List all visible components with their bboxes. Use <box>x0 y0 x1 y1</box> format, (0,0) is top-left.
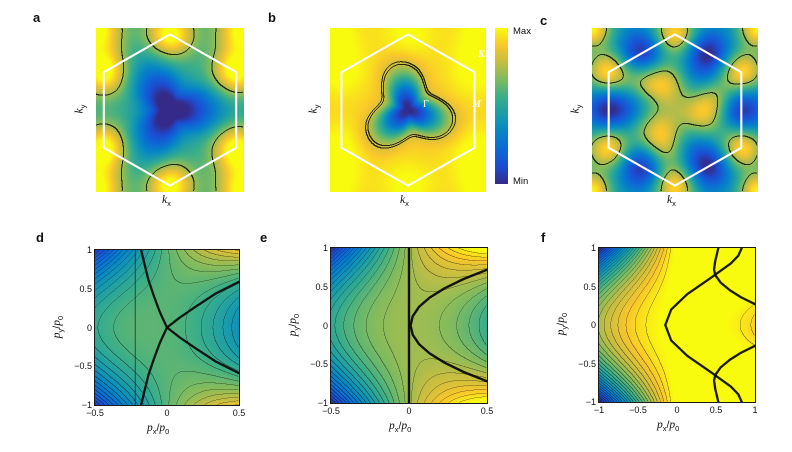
y-tick-label: 0.5 <box>315 281 328 292</box>
panel-letter-d: d <box>36 230 44 245</box>
y-tick-label: 1 <box>322 243 328 253</box>
contour-e-canvas <box>330 247 488 404</box>
axis-label-kx-c: kx <box>667 194 676 209</box>
y-tick-label: 0 <box>86 322 92 333</box>
axis-label-px-d: px/p0 <box>147 422 170 437</box>
colorbar-min-label: Min <box>513 176 529 187</box>
panel-e-contour-plot: py/p0 px/p0 1 0.5 0 −0.5 −1 −0.5 0 0.5 <box>287 243 493 434</box>
heatmap-a-canvas <box>96 28 244 192</box>
axis-label-ky-b: ky <box>307 104 322 114</box>
panel-letter-c: c <box>540 13 548 28</box>
x-tick-label: 0 <box>674 405 680 415</box>
y-tick-label: 1 <box>86 245 92 255</box>
y-tick-label: 0 <box>590 320 596 330</box>
colorbar: Max Min <box>495 26 545 188</box>
x-tick-label: 0 <box>164 408 170 418</box>
x-tick-label: −0.5 <box>629 405 647 415</box>
x-tick-label: 0 <box>406 406 412 416</box>
bz-label-k: K <box>478 49 485 60</box>
y-tick-label: 1 <box>590 243 596 253</box>
contour-d-canvas <box>94 249 240 406</box>
axis-label-kx-a: kx <box>162 194 171 209</box>
panel-c-brillouin-heatmap: ky kx <box>569 28 758 208</box>
x-tick-label: 0.5 <box>480 406 494 416</box>
panel-letter-e: e <box>260 230 268 245</box>
colorbar-max-label: Max <box>513 26 531 37</box>
axis-label-px-f: px/p0 <box>657 419 680 434</box>
panel-b-brillouin-heatmap: ky kx Γ M K <box>307 28 486 208</box>
y-tick-label: 0.5 <box>583 281 596 292</box>
panel-letter-b: b <box>268 10 276 25</box>
x-tick-label: 0.5 <box>709 405 723 415</box>
x-tick-label: −0.5 <box>86 408 104 418</box>
y-tick-label: −0.5 <box>578 358 596 369</box>
y-tick-label: 0 <box>322 320 328 331</box>
y-tick-label: −1 <box>81 400 92 410</box>
panel-a-brillouin-heatmap: ky kx <box>73 28 244 208</box>
y-tick-label: 0.5 <box>79 283 92 294</box>
y-tick-label: −0.5 <box>310 359 328 370</box>
axis-label-ky-a: ky <box>73 104 88 114</box>
x-tick-label: 1 <box>752 405 758 415</box>
panel-f-contour-plot: py/p0 px/p0 1 0.5 0 −0.5 −1 −1 −0.5 0 0.5 1 <box>555 243 757 433</box>
contour-f-canvas <box>598 247 756 403</box>
x-tick-label: −1 <box>593 405 605 415</box>
bz-label-m: M <box>472 99 481 110</box>
bz-label-gamma: Γ <box>423 99 429 110</box>
heatmap-b-canvas <box>330 28 486 192</box>
axis-label-px-e: px/p0 <box>389 420 412 435</box>
y-tick-label: −1 <box>585 397 596 407</box>
y-tick-label: −1 <box>317 398 328 408</box>
colorbar-gradient <box>495 28 508 184</box>
heatmap-c-canvas <box>592 28 758 192</box>
axis-label-ky-c: ky <box>569 104 584 114</box>
axis-label-kx-b: kx <box>400 194 409 209</box>
panel-letter-a: a <box>33 10 41 25</box>
x-tick-label: 0.5 <box>232 408 246 418</box>
x-tick-label: −0.5 <box>322 406 340 416</box>
y-tick-label: −0.5 <box>74 361 92 372</box>
panel-letter-f: f <box>541 230 546 245</box>
panel-d-contour-plot: py/p0 px/p0 1 0.5 0 −0.5 −1 −0.5 0 0.5 <box>51 245 245 436</box>
